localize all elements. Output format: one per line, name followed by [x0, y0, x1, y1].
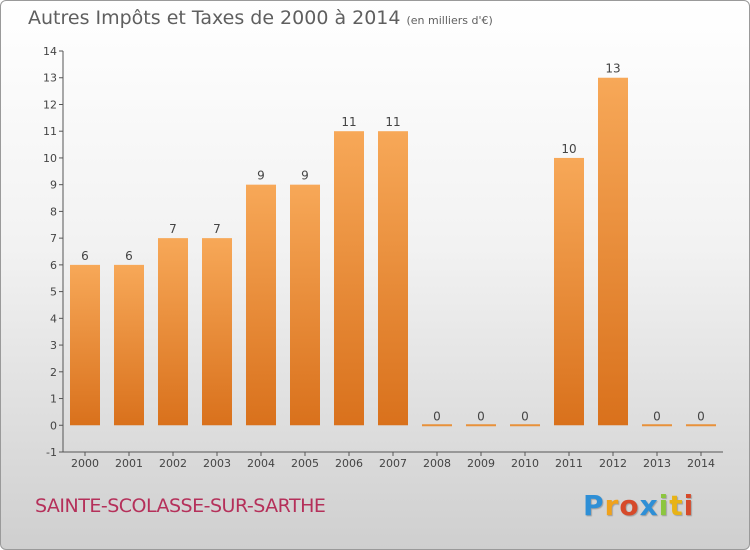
- x-tick-label: 2006: [335, 457, 363, 470]
- chart-title: Autres Impôts et Taxes de 2000 à 2014 (en…: [28, 7, 493, 29]
- y-tick-label: 5: [50, 286, 57, 299]
- y-tick-label: 3: [50, 339, 57, 352]
- x-tick-label: 2014: [687, 457, 715, 470]
- y-tick-label: 12: [43, 98, 57, 111]
- y-tick-label: 4: [50, 312, 57, 325]
- data-label: 7: [169, 222, 177, 236]
- bar: [202, 238, 232, 426]
- x-tick-label: 2010: [511, 457, 539, 470]
- data-label: 0: [653, 409, 661, 423]
- data-label: 9: [257, 169, 265, 183]
- chart-subtitle: (en milliers d'€): [406, 14, 493, 27]
- y-tick-label: 1: [50, 393, 57, 406]
- data-label: 0: [521, 409, 529, 423]
- bar: [334, 131, 364, 426]
- x-tick-label: 2008: [423, 457, 451, 470]
- y-tick-label: -1: [46, 446, 57, 459]
- bar: [158, 238, 188, 426]
- data-label: 11: [341, 115, 356, 129]
- x-tick-label: 2007: [379, 457, 407, 470]
- data-label: 9: [301, 169, 309, 183]
- x-tick-label: 2011: [555, 457, 583, 470]
- bar: [378, 131, 408, 426]
- x-tick-label: 2003: [203, 457, 231, 470]
- data-label: 0: [697, 409, 705, 423]
- y-tick-label: 7: [50, 232, 57, 245]
- x-tick-label: 2013: [643, 457, 671, 470]
- data-label: 0: [477, 409, 485, 423]
- x-tick-label: 2000: [71, 457, 99, 470]
- x-tick-label: 2005: [291, 457, 319, 470]
- y-tick-label: 0: [50, 419, 57, 432]
- x-tick-label: 2002: [159, 457, 187, 470]
- y-tick-label: 9: [50, 179, 57, 192]
- data-label: 7: [213, 222, 221, 236]
- x-tick-label: 2004: [247, 457, 275, 470]
- chart-title-text: Autres Impôts et Taxes de 2000 à 2014: [28, 7, 401, 29]
- bar: [598, 77, 628, 426]
- data-label: 0: [433, 409, 441, 423]
- bar: [554, 157, 584, 426]
- bar: [70, 264, 100, 426]
- data-label: 6: [81, 249, 89, 263]
- y-tick-label: 11: [43, 125, 57, 138]
- data-label: 6: [125, 249, 133, 263]
- bar: [290, 184, 320, 426]
- y-tick-label: 6: [50, 259, 57, 272]
- x-tick-label: 2001: [115, 457, 143, 470]
- bar: [246, 184, 276, 426]
- y-tick-label: 14: [43, 45, 57, 58]
- x-tick-label: 2009: [467, 457, 495, 470]
- y-tick-label: 8: [50, 205, 57, 218]
- data-label: 13: [605, 62, 620, 76]
- y-tick-label: 2: [50, 366, 57, 379]
- data-label: 10: [561, 142, 576, 156]
- commune-name: SAINTE-SCOLASSE-SUR-SARTHE: [35, 495, 326, 517]
- data-label: 11: [385, 115, 400, 129]
- y-tick-label: 13: [43, 72, 57, 85]
- proxiti-logo[interactable]: Proxiti: [583, 489, 695, 522]
- bar: [114, 264, 144, 426]
- y-tick-label: 10: [43, 152, 57, 165]
- x-tick-label: 2012: [599, 457, 627, 470]
